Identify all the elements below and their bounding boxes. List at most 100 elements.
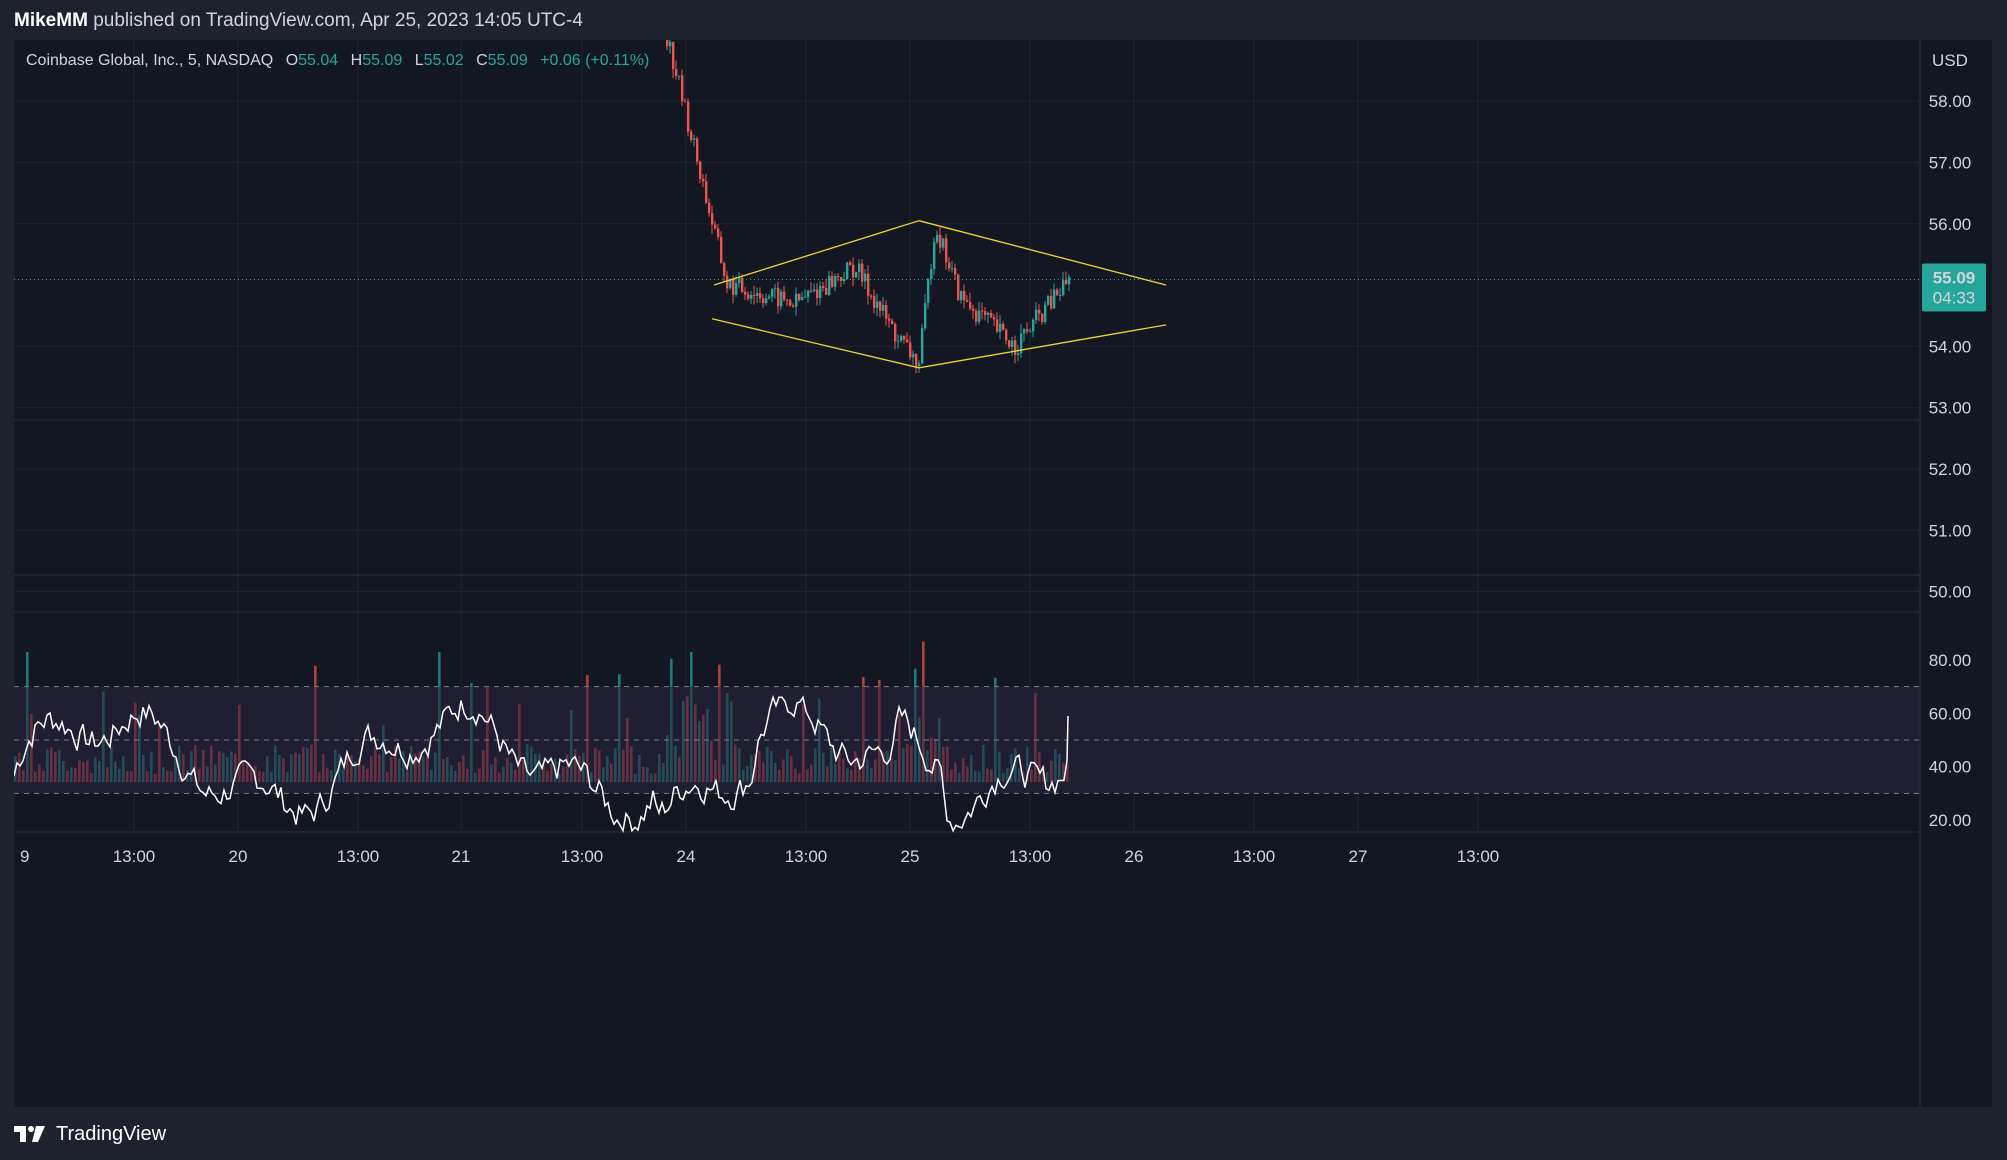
- symbol-name: Coinbase Global, Inc., 5, NASDAQ: [26, 52, 274, 69]
- high-value: 55.09: [362, 52, 403, 69]
- candle-body: [675, 69, 678, 77]
- candle-body: [840, 276, 843, 282]
- candle-body: [732, 279, 735, 295]
- candle-body: [816, 289, 819, 298]
- rsi-tick-3: 20.00: [1929, 811, 1972, 830]
- candle-body: [975, 310, 978, 322]
- candle-body: [957, 274, 960, 301]
- candle-body: [801, 296, 804, 301]
- candle-body: [768, 296, 771, 299]
- candle-body: [669, 41, 672, 47]
- candle-body: [825, 287, 828, 295]
- candle-body: [852, 264, 855, 278]
- candle-body: [1002, 323, 1005, 330]
- candle-body: [834, 275, 837, 287]
- candle-body: [693, 138, 696, 140]
- time-label-9: 13:00: [1009, 847, 1052, 866]
- candle-body: [1056, 289, 1059, 296]
- chart-frame: [14, 40, 1992, 1107]
- candle-body: [1053, 289, 1056, 309]
- candle-body: [930, 268, 933, 280]
- candle-body: [711, 213, 714, 225]
- candle-body: [939, 234, 942, 248]
- candle-body: [1029, 331, 1032, 333]
- low-value: 55.02: [423, 52, 464, 69]
- chart-canvas[interactable]: 58.00 57.00 56.00 54.00 53.00 52.00 51.00 50.00…: [14, 40, 1992, 1107]
- candle-body: [741, 278, 744, 292]
- candle-body: [1038, 309, 1041, 314]
- candle-body: [849, 262, 852, 265]
- candle-body: [897, 340, 900, 342]
- candle-body: [750, 294, 753, 299]
- candle-body: [819, 286, 822, 298]
- time-label-3: 13:00: [337, 847, 380, 866]
- diamond-pattern: [711, 220, 1167, 369]
- candle-body: [894, 324, 897, 342]
- candle-body: [924, 303, 927, 329]
- change-value: +0.06 (+0.11%): [540, 52, 650, 69]
- candle-body: [747, 294, 750, 299]
- candle-body: [729, 279, 732, 289]
- open-label: O: [285, 52, 299, 69]
- price-candles: [666, 40, 1071, 374]
- brand-name: TradingView: [56, 1122, 167, 1145]
- price-tick-2: 56.00: [1929, 215, 1972, 234]
- time-axis: 9 13:00 20 13:00 21 13:00 24 13:00 25 13:00 26 13:0…: [20, 847, 1499, 866]
- candle-body: [999, 323, 1002, 332]
- bar-countdown: 04:33: [1933, 289, 1976, 308]
- candle-body: [855, 272, 858, 278]
- candle-body: [954, 268, 957, 275]
- candle-body: [831, 275, 834, 287]
- candle-body: [1044, 304, 1047, 322]
- symbol-legend[interactable]: Coinbase Global, Inc., 5, NASDAQ O55.04 …: [26, 52, 649, 70]
- rsi-tick-0: 80.00: [1929, 651, 1972, 670]
- candle-body: [759, 292, 762, 299]
- candle-body: [906, 339, 909, 343]
- tradingview-logo-icon: [14, 1126, 45, 1142]
- candle-body: [837, 275, 840, 277]
- candle-body: [963, 290, 966, 301]
- candle-body: [792, 305, 795, 307]
- candle-body: [1014, 340, 1017, 355]
- candle-body: [696, 138, 699, 162]
- footer-brand[interactable]: TradingView: [14, 1120, 166, 1148]
- price-tick-3: 54.00: [1929, 337, 1972, 356]
- candle-body: [1005, 329, 1008, 341]
- price-tick-1: 57.00: [1929, 153, 1972, 172]
- candle-body: [1062, 280, 1065, 296]
- candle-body: [891, 320, 894, 325]
- current-price-label: 55.09 04:33: [1922, 263, 1986, 312]
- candle-body: [765, 298, 768, 304]
- close-label: C: [476, 52, 488, 69]
- low-label: L: [414, 52, 424, 69]
- time-label-10: 26: [1125, 847, 1144, 866]
- candle-body: [843, 279, 846, 282]
- time-label-6: 24: [677, 847, 696, 866]
- candle-body: [795, 293, 798, 307]
- author-name[interactable]: MikeMM: [14, 10, 88, 31]
- candle-body: [813, 289, 816, 292]
- candle-body: [804, 296, 807, 298]
- diamond-edge-3: [918, 324, 1167, 369]
- time-label-4: 21: [452, 847, 471, 866]
- candle-body: [909, 342, 912, 358]
- candle-body: [882, 305, 885, 311]
- rsi-tick-1: 60.00: [1929, 704, 1972, 723]
- candle-body: [990, 312, 993, 318]
- rsi-line: [14, 694, 1069, 833]
- candle-body: [993, 317, 996, 320]
- publish-header: MikeMM published on TradingView.com, Apr…: [14, 10, 583, 36]
- candle-body: [744, 291, 747, 295]
- candle-body: [678, 75, 681, 77]
- published-info: published on TradingView.com, Apr 25, 20…: [93, 10, 583, 31]
- time-label-7: 13:00: [785, 847, 828, 866]
- candle-body: [789, 300, 792, 306]
- price-tick-6: 51.00: [1929, 521, 1972, 540]
- time-label-2: 20: [229, 847, 248, 866]
- close-value: 55.09: [487, 52, 528, 69]
- candle-body: [828, 275, 831, 295]
- candle-body: [942, 238, 945, 248]
- current-price-value: 55.09: [1933, 269, 1976, 288]
- candle-body: [681, 75, 684, 102]
- candle-body: [783, 291, 786, 300]
